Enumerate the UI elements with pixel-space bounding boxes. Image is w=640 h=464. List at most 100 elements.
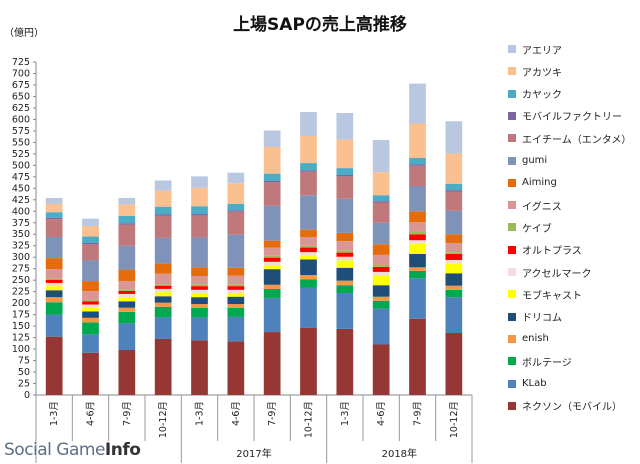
bar-segment (409, 240, 426, 244)
bar-segment (191, 340, 208, 395)
bar-segment (45, 314, 63, 337)
bar-segment (154, 292, 172, 297)
bar-segment (82, 281, 99, 292)
bar-segment (82, 218, 99, 226)
legend-swatch (508, 312, 516, 321)
legend-swatch (508, 245, 516, 254)
bar-segment (300, 236, 317, 246)
bar-segment (227, 210, 245, 212)
bar-segment (82, 317, 99, 323)
bar-segment (45, 302, 63, 315)
bar-segment (300, 252, 317, 256)
y-tick-label: 225 (12, 287, 30, 298)
bar-segment (300, 255, 317, 260)
bar-segment (82, 307, 99, 312)
bar-segment (118, 269, 136, 282)
bar-segment (445, 234, 463, 243)
bar-segment (336, 198, 354, 233)
bar-segment (45, 279, 63, 283)
bar-segment (409, 211, 426, 223)
bar-segment (45, 219, 63, 237)
bar-segment (227, 307, 245, 317)
legend-item: モバイルファクトリー (508, 109, 622, 123)
bar-segment (336, 280, 354, 286)
bar-segment (191, 276, 208, 285)
bar-segment (45, 258, 63, 270)
bar-segment (263, 205, 281, 241)
y-tick-label: 0 (24, 390, 30, 401)
y-tick-label: 475 (12, 172, 30, 183)
bar-segment (445, 252, 463, 254)
bar-segment (372, 140, 390, 173)
legend-item: カヤック (508, 87, 562, 101)
bar-segment (227, 304, 245, 308)
bar-segment (82, 311, 99, 318)
y-tick-label: 25 (18, 379, 30, 390)
brand-text-info: Info (104, 440, 141, 460)
bar-segment (227, 211, 245, 235)
bar-segment (263, 182, 281, 206)
bar-segment (82, 244, 99, 261)
x-tick-label: 4-6月 (231, 401, 242, 426)
bar-segment (118, 290, 136, 294)
bar-segment (191, 267, 208, 277)
bar-segment (82, 225, 99, 237)
bar-segment (372, 275, 390, 286)
bar-segment (118, 293, 136, 298)
bar-segment (336, 112, 354, 140)
legend-item: アカツキ (508, 64, 562, 79)
bar-segment (336, 232, 354, 242)
legend-label: アクセルマーク (522, 268, 592, 280)
bar-segment (191, 289, 208, 294)
x-tick-label: 1-3月 (49, 401, 60, 426)
bar-segment (154, 273, 172, 285)
legend-item: gumi (508, 154, 547, 168)
y-tick-label: 650 (12, 91, 30, 102)
bar-segment (118, 197, 136, 205)
bar-segment (118, 204, 136, 216)
bar-segment (82, 322, 99, 335)
bar-segment (191, 187, 208, 207)
bar-segment (372, 222, 390, 245)
chart-title: 上場SAPの売上高推移 (233, 14, 407, 35)
legend-swatch (508, 89, 516, 98)
bar-segment (263, 146, 281, 174)
bar-segment (300, 327, 317, 395)
bar-segment (409, 165, 426, 187)
legend-swatch (508, 290, 516, 299)
y-tick-label: 400 (12, 206, 30, 217)
legend-swatch (508, 111, 516, 120)
legend-label: イグニス (522, 201, 562, 213)
bar-segment (372, 201, 390, 203)
x-tick-label: 7-9月 (267, 401, 278, 426)
bar-segment (191, 284, 208, 287)
bar-segment (409, 278, 426, 319)
bar-segment (300, 275, 317, 280)
legend-label: モバイルファクトリー (522, 112, 622, 124)
bar-segment (336, 139, 354, 169)
bar-segment (372, 254, 390, 265)
bar-segment (445, 297, 463, 333)
bar-segment (45, 290, 63, 298)
bar-segment (336, 256, 354, 261)
legend-swatch (508, 334, 516, 343)
bar-segment (409, 186, 426, 212)
bar-segment (118, 297, 136, 302)
bar-segment (191, 297, 208, 305)
bar-segment (45, 269, 63, 279)
bar-segment (409, 157, 426, 165)
legend-label: アエリア (522, 45, 562, 57)
legend-item: KLab (508, 377, 547, 391)
bar-segment (82, 299, 99, 302)
bar-segment (336, 241, 354, 251)
bar-segment (445, 285, 463, 290)
x-tick-label: 4-6月 (86, 401, 97, 426)
legend-item: オルトプラス (508, 243, 582, 257)
bar-segment (336, 168, 354, 175)
bar-segment (300, 247, 317, 253)
legend-item: アクセルマーク (508, 265, 592, 280)
legend-swatch (508, 67, 516, 76)
bar-segment (118, 301, 136, 308)
y-tick-label: 625 (12, 103, 30, 114)
bar-segment (45, 297, 63, 303)
